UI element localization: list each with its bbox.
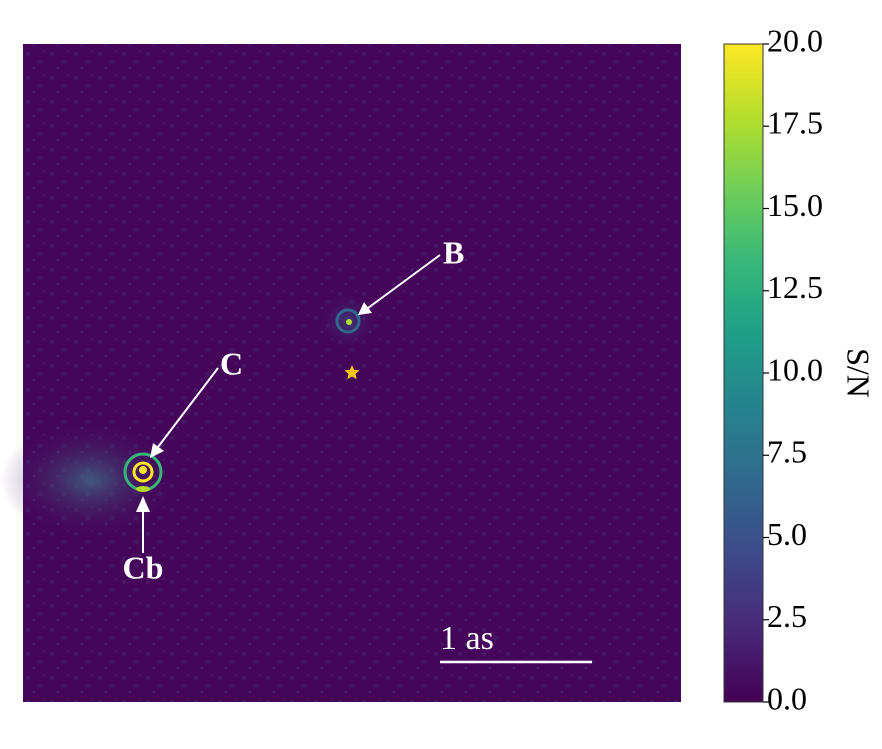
colorbar-tick-label: 10.0 [767, 351, 823, 387]
colorbar-tick-label: 2.5 [767, 598, 807, 634]
source [139, 466, 147, 474]
annotation: Cb [123, 549, 164, 585]
colorbar-tick-label: 7.5 [767, 434, 807, 470]
source-ring [335, 308, 361, 334]
annotation-arrows [136, 254, 441, 553]
colorbar [723, 43, 764, 703]
arrow-head [150, 443, 164, 458]
arrow-head [358, 302, 372, 315]
annotation: C [220, 345, 243, 381]
arrow [157, 367, 219, 448]
source-ring [132, 461, 154, 483]
arrow-head [136, 496, 150, 512]
source [136, 486, 150, 492]
colorbar-tick-label: 15.0 [767, 187, 823, 223]
source [346, 319, 352, 325]
annotation: B [443, 234, 464, 270]
colorbar-tick-label: 0.0 [767, 680, 807, 716]
image [0, 44, 681, 702]
colorbar-tick-label: 5.0 [767, 516, 807, 552]
colorbar-tick-label: 20.0 [767, 22, 823, 58]
colorbar-tick-label: 12.5 [767, 269, 823, 305]
scale-bar-label: 1 as [440, 620, 494, 657]
halo [0, 420, 180, 540]
arrow [367, 254, 441, 309]
star-marker [344, 365, 360, 380]
colorbar-label: S/N [841, 348, 877, 398]
colorbar-tick-label: 17.5 [767, 105, 823, 141]
